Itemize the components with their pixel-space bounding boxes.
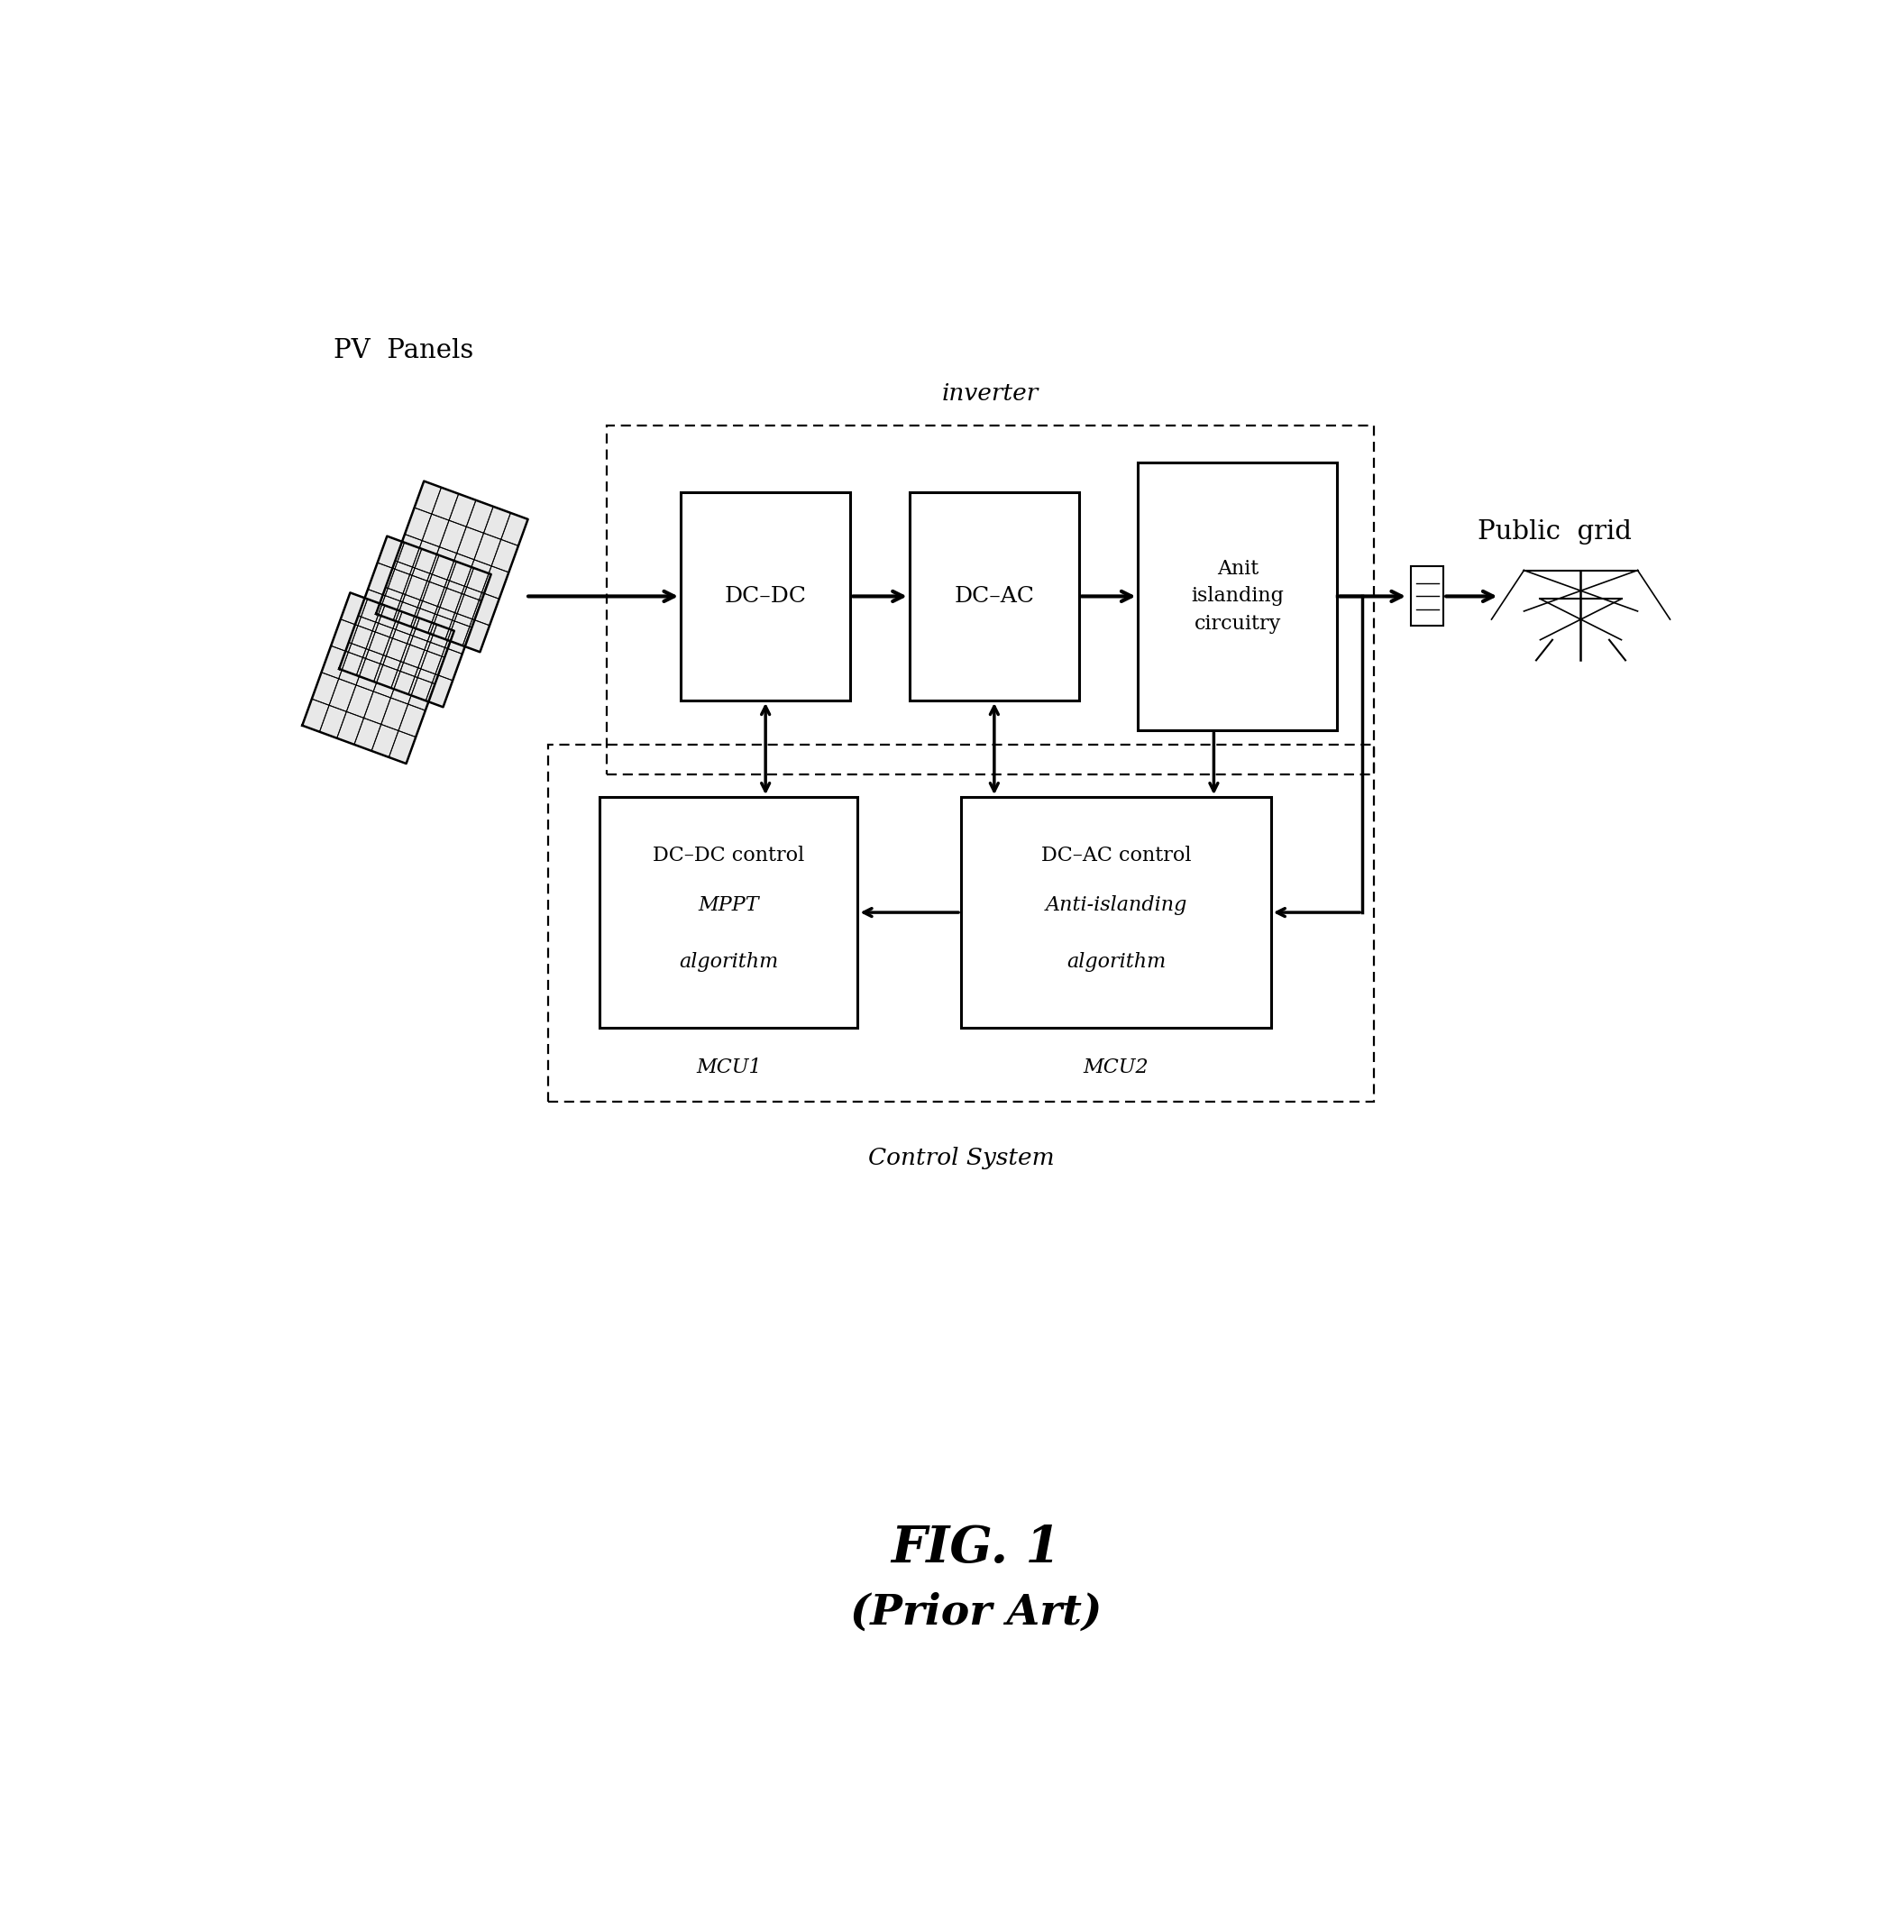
Polygon shape xyxy=(375,481,527,651)
Text: algorithm: algorithm xyxy=(680,952,779,972)
Text: inverter: inverter xyxy=(942,383,1040,404)
Bar xyxy=(1411,566,1443,626)
Text: MCU1: MCU1 xyxy=(695,1057,762,1078)
Text: MCU2: MCU2 xyxy=(1083,1057,1148,1078)
Polygon shape xyxy=(339,535,491,707)
Text: algorithm: algorithm xyxy=(1066,952,1165,972)
Text: DC–AC: DC–AC xyxy=(954,585,1034,607)
Bar xyxy=(1139,462,1337,730)
Text: Anti-islanding: Anti-islanding xyxy=(1045,895,1186,916)
Text: DC–DC: DC–DC xyxy=(725,585,807,607)
Text: PV  Panels: PV Panels xyxy=(333,338,474,363)
Text: DC–DC control: DC–DC control xyxy=(653,846,805,866)
Text: Control System: Control System xyxy=(868,1148,1055,1169)
Text: Anit
islanding
circuitry: Anit islanding circuitry xyxy=(1192,558,1283,634)
Text: DC–AC control: DC–AC control xyxy=(1041,846,1192,866)
Text: MPPT: MPPT xyxy=(699,895,760,916)
Bar xyxy=(548,746,1375,1101)
Bar xyxy=(682,493,851,701)
Text: Public  grid: Public grid xyxy=(1478,520,1632,545)
Bar xyxy=(910,493,1080,701)
Bar xyxy=(962,798,1270,1028)
Bar xyxy=(600,798,857,1028)
Bar xyxy=(607,425,1375,775)
Text: FIG. 1: FIG. 1 xyxy=(891,1524,1061,1573)
Text: (Prior Art): (Prior Art) xyxy=(849,1592,1102,1633)
Polygon shape xyxy=(303,593,455,763)
